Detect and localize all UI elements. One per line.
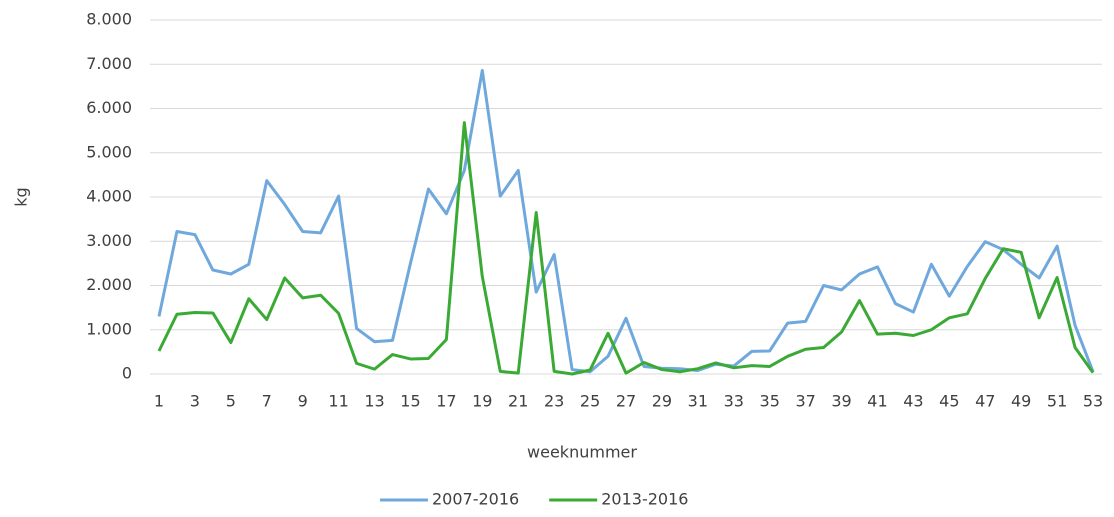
x-tick-label: 9: [298, 392, 308, 411]
x-tick-label: 7: [262, 392, 272, 411]
x-tick-label: 1: [154, 392, 164, 411]
x-tick-label: 25: [580, 392, 600, 411]
y-tick-label: 8.000: [86, 10, 132, 29]
y-tick-label: 2.000: [86, 275, 132, 294]
x-tick-label: 39: [831, 392, 851, 411]
y-tick-label: 5.000: [86, 142, 132, 161]
legend-label: 2013-2016: [601, 490, 688, 509]
x-tick-label: 17: [436, 392, 456, 411]
legend-label: 2007-2016: [432, 490, 519, 509]
x-tick-label: 13: [364, 392, 384, 411]
x-tick-label: 43: [903, 392, 923, 411]
y-tick-label: 1.000: [86, 319, 132, 338]
x-tick-label: 49: [1011, 392, 1031, 411]
y-tick-label: 7.000: [86, 54, 132, 73]
x-tick-label: 47: [975, 392, 995, 411]
y-tick-label: 4.000: [86, 187, 132, 206]
x-tick-label: 53: [1083, 392, 1103, 411]
x-tick-label: 51: [1047, 392, 1067, 411]
y-axis-label: kg: [12, 187, 31, 206]
series-line: [157, 68, 1095, 374]
x-tick-label: 33: [724, 392, 744, 411]
y-tick-label: 0: [122, 364, 132, 383]
x-tick-label: 37: [795, 392, 815, 411]
x-tick-label: 3: [190, 392, 200, 411]
x-tick-label: 41: [867, 392, 887, 411]
x-tick-label: 45: [939, 392, 959, 411]
x-tick-label: 27: [616, 392, 636, 411]
x-tick-label: 11: [328, 392, 348, 411]
y-tick-label: 3.000: [86, 231, 132, 250]
x-tick-label: 15: [400, 392, 420, 411]
x-tick-label: 31: [688, 392, 708, 411]
series-line: [157, 121, 1095, 376]
x-tick-label: 23: [544, 392, 564, 411]
x-tick-label: 5: [226, 392, 236, 411]
x-tick-label: 19: [472, 392, 492, 411]
x-tick-label: 35: [760, 392, 780, 411]
x-tick-label: 21: [508, 392, 528, 411]
x-tick-label: 29: [652, 392, 672, 411]
x-axis-label: weeknummer: [527, 443, 637, 462]
y-tick-label: 6.000: [86, 98, 132, 117]
